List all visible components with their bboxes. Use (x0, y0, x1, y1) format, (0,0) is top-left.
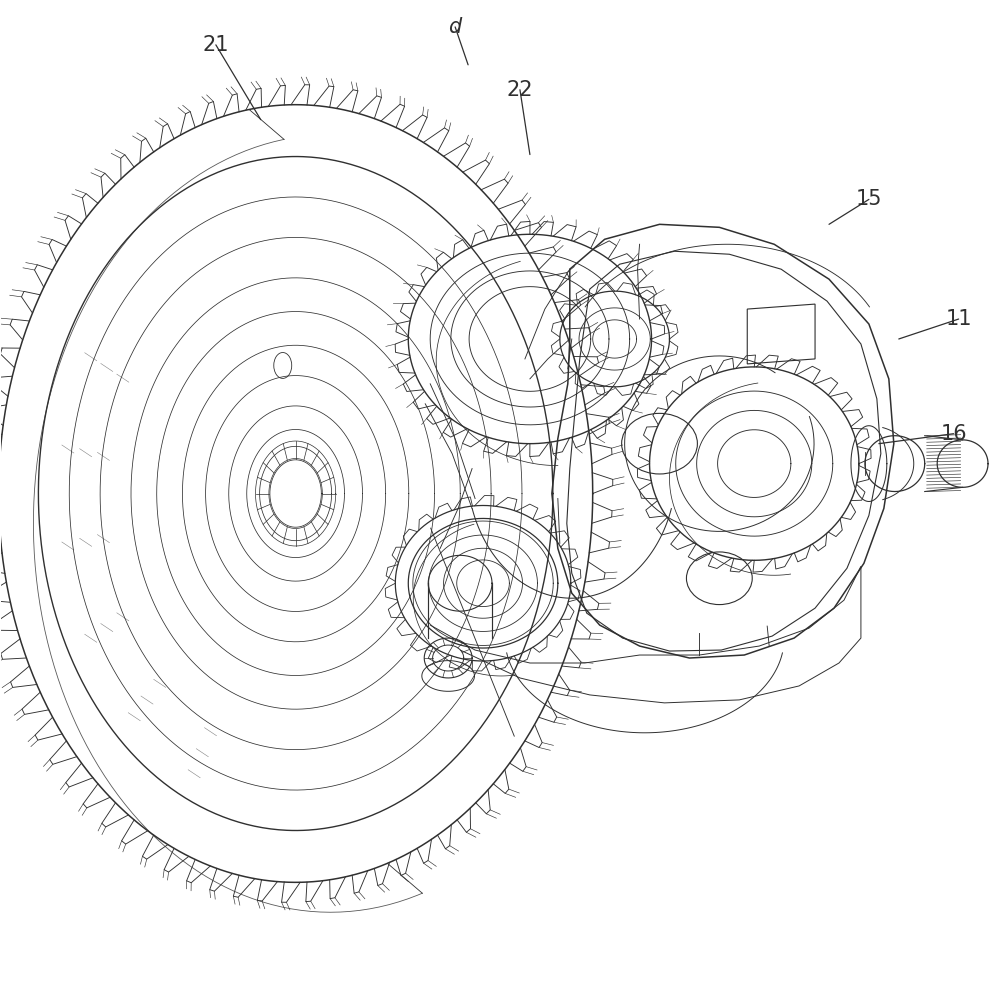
Text: 15: 15 (856, 189, 882, 209)
Text: d: d (449, 17, 462, 37)
Text: 16: 16 (940, 424, 967, 444)
Text: 22: 22 (507, 80, 533, 100)
Text: 11: 11 (945, 309, 972, 329)
Text: 21: 21 (203, 35, 229, 55)
